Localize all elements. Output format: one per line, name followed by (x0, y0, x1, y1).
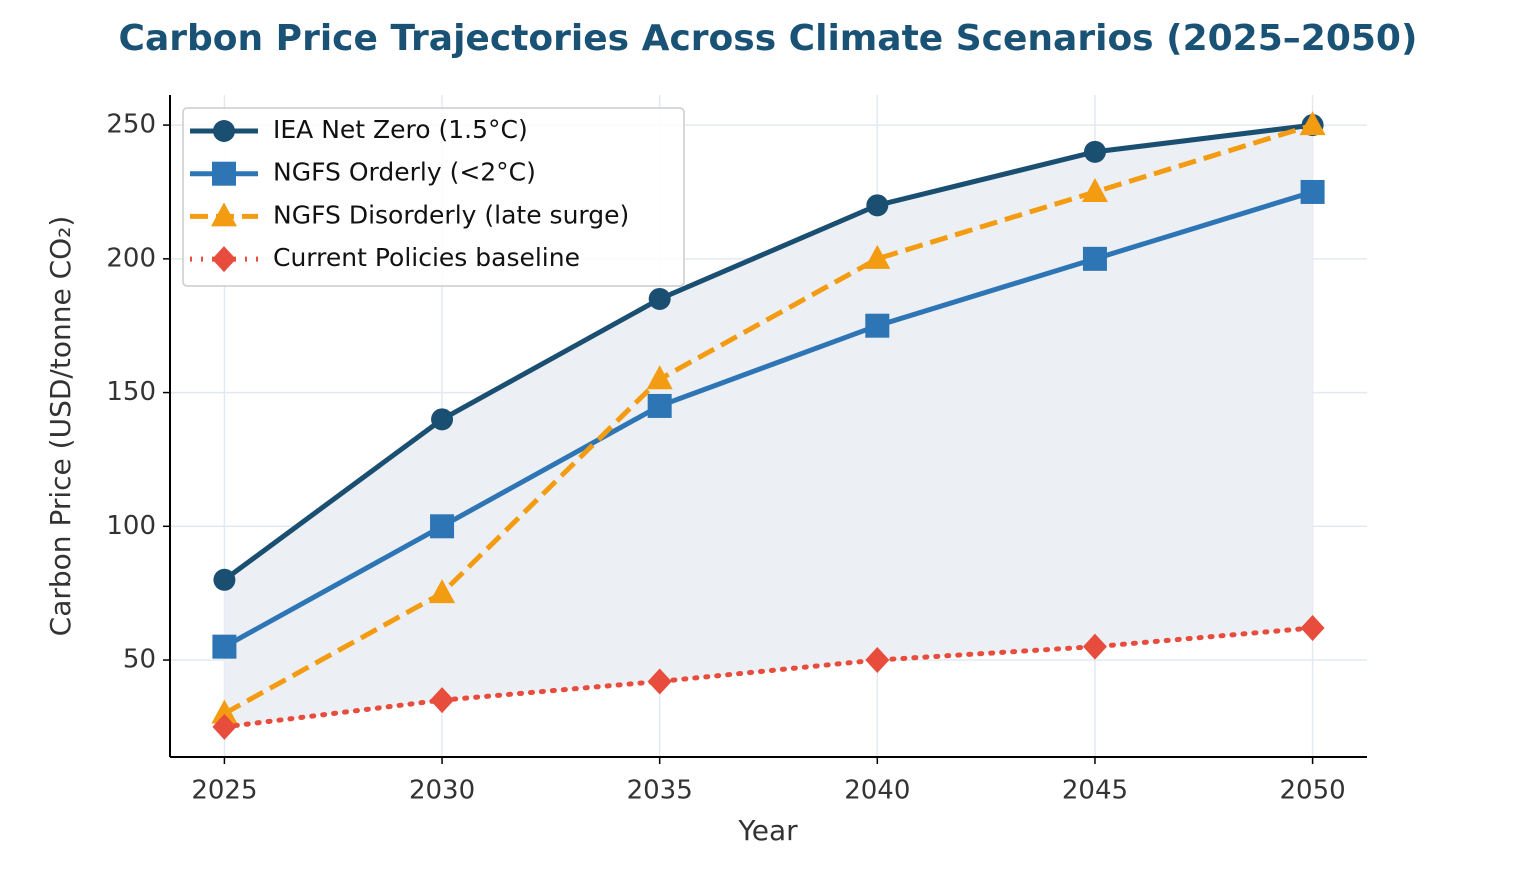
x-tick-label: 2050 (1280, 776, 1346, 806)
series-line (221, 625, 1316, 730)
x-tick-label: 2040 (844, 776, 910, 806)
marker (1300, 179, 1325, 204)
x-tick-label: 2035 (627, 776, 693, 806)
marker (865, 647, 890, 674)
x-tick-label: 2030 (409, 776, 475, 806)
marker (646, 365, 673, 390)
marker (647, 668, 672, 695)
legend-marker (213, 120, 235, 142)
legend-label: IEA Net Zero (1.5°C) (273, 115, 528, 144)
x-axis-label: Year (737, 814, 798, 847)
marker (648, 287, 671, 310)
marker (431, 408, 454, 431)
legend-marker (212, 161, 236, 186)
marker (213, 568, 236, 591)
marker (1300, 614, 1325, 641)
y-tick-label: 200 (106, 243, 156, 273)
legend-marker (211, 202, 237, 227)
series-line (222, 122, 1313, 582)
marker (430, 687, 455, 714)
marker (1299, 111, 1326, 136)
marker (647, 393, 672, 418)
y-tick-label: 250 (106, 110, 156, 140)
legend-label: NGFS Orderly (<2°C) (273, 158, 536, 187)
legend-marker (212, 246, 236, 273)
series-line (223, 189, 1314, 649)
marker (1083, 140, 1106, 163)
y-tick-label: 150 (106, 377, 156, 407)
marker (866, 194, 889, 217)
x-tick-label: 2025 (191, 776, 257, 806)
legend-label: Current Policies baseline (273, 243, 580, 272)
marker (1082, 246, 1107, 271)
legend: IEA Net Zero (1.5°C) NGFS Orderly (<2°C) N… (182, 107, 685, 287)
chart-title: Carbon Price Trajectories Across Climate… (119, 18, 1418, 59)
marker (865, 313, 890, 338)
marker (212, 634, 237, 659)
marker (430, 514, 455, 539)
x-tick-label: 2045 (1062, 776, 1128, 806)
marker (212, 713, 237, 740)
marker (429, 579, 456, 604)
y-tick-label: 100 (106, 511, 156, 541)
series-line (223, 122, 1314, 716)
y-tick-label: 50 (123, 645, 156, 675)
marker (1081, 177, 1108, 202)
legend-label: NGFS Disorderly (late surge) (273, 200, 629, 229)
marker (864, 244, 891, 269)
marker (1082, 633, 1107, 660)
y-axis-label: Carbon Price (USD/tonne CO₂) (44, 216, 77, 637)
legend-box (182, 107, 685, 287)
marker (211, 699, 238, 724)
